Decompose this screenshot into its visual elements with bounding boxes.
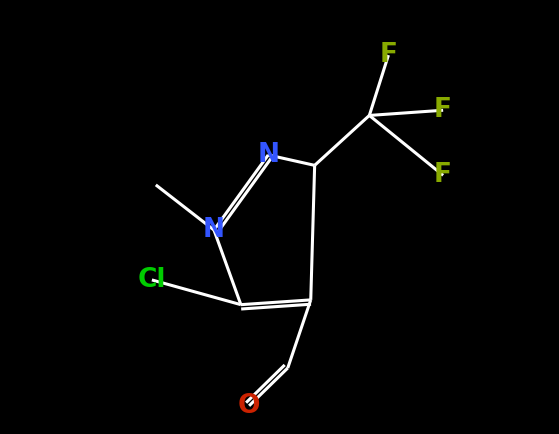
Text: N: N	[257, 142, 279, 168]
Text: O: O	[238, 393, 260, 419]
Text: N: N	[203, 217, 225, 243]
Text: F: F	[434, 97, 452, 123]
Text: F: F	[434, 162, 452, 188]
Text: Cl: Cl	[138, 267, 166, 293]
Text: F: F	[380, 42, 397, 68]
